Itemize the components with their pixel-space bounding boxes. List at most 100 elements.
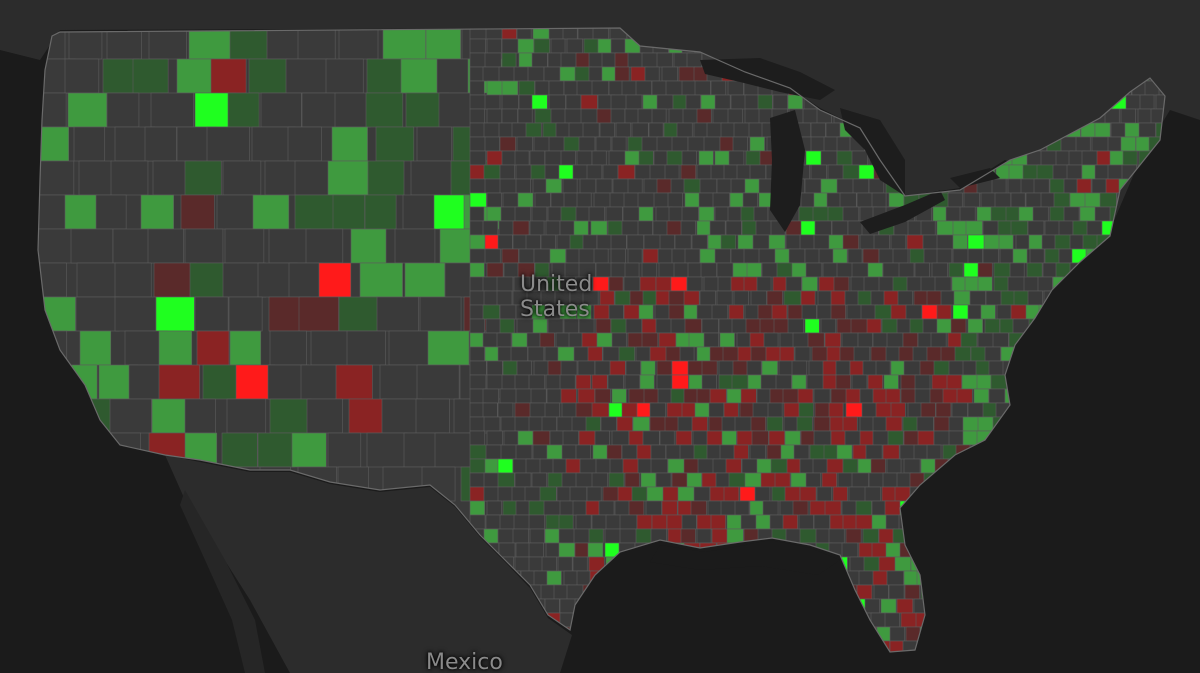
county-cell[interactable] [786,458,802,474]
county-cell[interactable] [637,220,653,236]
county-cell[interactable] [868,178,885,194]
county-cell[interactable] [822,374,838,390]
county-cell[interactable] [906,234,924,250]
county-cell[interactable] [709,388,727,404]
county-cell[interactable] [976,374,992,390]
county-cell[interactable] [828,528,845,544]
county-cell[interactable] [967,402,984,418]
county-cell[interactable] [1025,192,1043,208]
county-cell[interactable] [545,220,561,236]
county-cell[interactable] [548,136,567,152]
county-cell[interactable] [668,304,686,320]
county-cell[interactable] [740,514,757,530]
county-cell[interactable] [864,598,880,614]
county-cell[interactable] [849,556,866,572]
county-cell[interactable] [888,192,905,208]
county-cell[interactable] [602,346,620,362]
county-cell[interactable] [671,472,689,488]
county-cell[interactable] [666,514,683,530]
county-cell[interactable] [880,598,897,614]
county-cell[interactable] [517,430,534,446]
county-cell[interactable] [513,276,530,292]
county-cell[interactable] [484,248,501,264]
county-cell[interactable] [1053,192,1071,208]
county-cell[interactable] [1027,290,1043,306]
county-cell[interactable] [885,388,901,404]
county-cell[interactable] [588,528,604,544]
county-cell[interactable] [546,570,562,586]
county-cell[interactable] [859,388,876,404]
county-cell[interactable] [515,178,531,194]
county-cell[interactable] [744,108,762,124]
county-cell[interactable] [610,108,626,124]
county-cell[interactable] [500,444,519,460]
county-cell[interactable] [404,262,446,298]
county-cell[interactable] [587,346,603,362]
county-cell[interactable] [469,192,487,208]
county-cell[interactable] [573,346,589,362]
county-cell[interactable] [578,136,596,152]
county-cell[interactable] [904,584,920,600]
county-cell[interactable] [714,150,731,166]
county-cell[interactable] [833,276,850,292]
county-cell[interactable] [656,94,674,110]
county-cell[interactable] [486,150,503,166]
county-cell[interactable] [859,416,876,432]
county-cell[interactable] [623,276,641,292]
county-cell[interactable] [752,234,770,250]
county-cell[interactable] [542,122,558,138]
county-cell[interactable] [593,304,612,320]
county-cell[interactable] [402,194,441,230]
county-cell[interactable] [1028,234,1044,250]
county-cell[interactable] [766,416,783,432]
county-cell[interactable] [712,192,730,208]
county-cell[interactable] [914,374,931,390]
county-cell[interactable] [580,94,598,110]
county-cell[interactable] [654,304,671,320]
county-cell[interactable] [469,262,485,278]
county-cell[interactable] [623,304,640,320]
county-cell[interactable] [534,80,550,96]
county-cell[interactable] [934,276,952,292]
county-cell[interactable] [990,374,1008,390]
county-cell[interactable] [610,234,627,250]
county-cell[interactable] [518,248,535,264]
county-cell[interactable] [112,228,153,264]
county-cell[interactable] [701,318,719,334]
county-cell[interactable] [670,276,688,292]
county-cell[interactable] [732,262,749,278]
county-cell[interactable] [484,178,501,194]
county-cell[interactable] [577,388,596,404]
county-cell[interactable] [642,248,660,264]
county-cell[interactable] [649,416,666,432]
county-cell[interactable] [514,374,531,390]
county-cell[interactable] [769,514,785,530]
county-cell[interactable] [847,248,863,264]
county-cell[interactable] [469,206,485,222]
county-cell[interactable] [723,164,739,180]
county-cell[interactable] [595,178,613,194]
county-cell[interactable] [605,206,623,222]
county-cell[interactable] [916,416,934,432]
county-cell[interactable] [651,108,667,124]
county-cell[interactable] [1079,206,1097,222]
county-cell[interactable] [639,276,657,292]
county-cell[interactable] [817,290,834,306]
county-cell[interactable] [498,220,515,236]
county-cell[interactable] [1086,220,1103,236]
county-cell[interactable] [327,432,362,468]
county-cell[interactable] [514,402,531,418]
county-cell[interactable] [527,346,545,362]
county-cell[interactable] [661,66,678,82]
county-cell[interactable] [566,38,583,54]
county-cell[interactable] [561,402,578,418]
county-cell[interactable] [578,430,596,446]
county-cell[interactable] [469,444,488,460]
county-cell[interactable] [608,80,624,96]
county-cell[interactable] [867,262,883,278]
county-cell[interactable] [656,360,673,376]
county-cell[interactable] [740,388,757,404]
county-cell[interactable] [796,416,813,432]
county-cell[interactable] [947,192,963,208]
